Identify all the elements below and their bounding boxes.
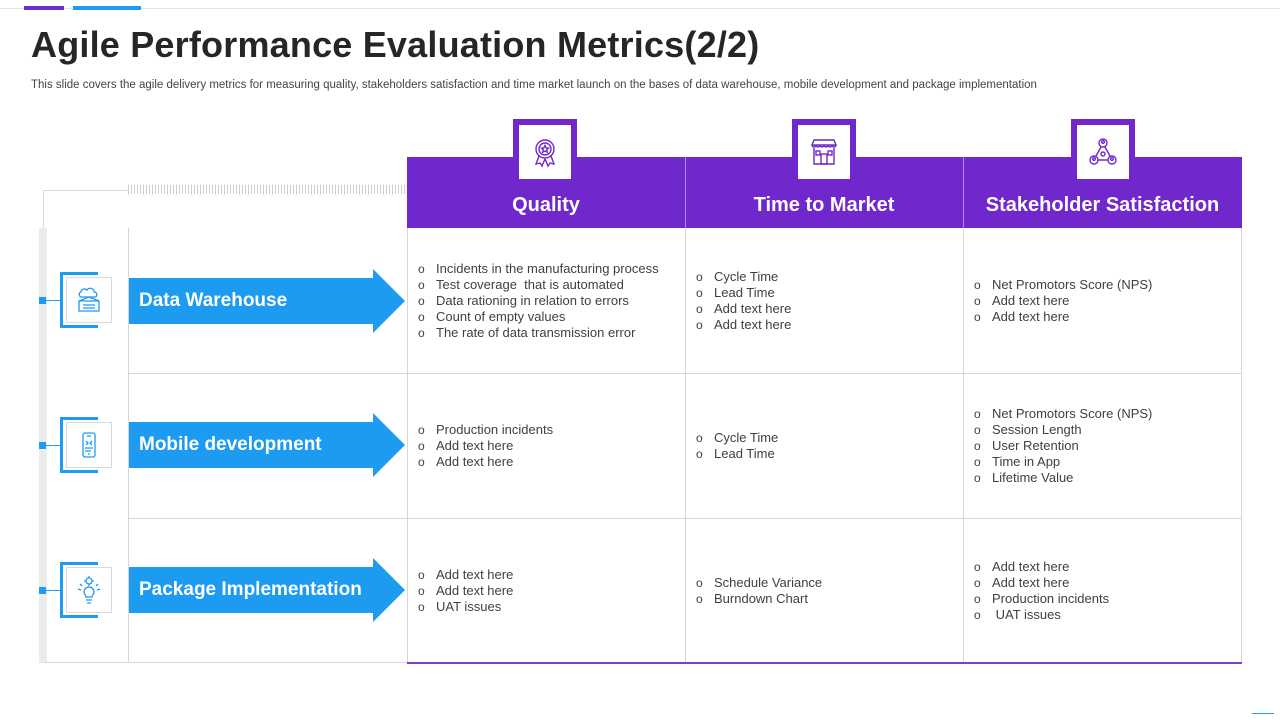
list-item: UAT issues bbox=[418, 599, 513, 615]
cell-data-warehouse-time-to-market: Cycle Time Lead Time Add text here Add t… bbox=[696, 229, 962, 373]
list-item: Test coverage that is automated bbox=[418, 277, 659, 293]
column-divider bbox=[685, 228, 686, 663]
left-bottom-divider bbox=[44, 662, 407, 663]
row-connector bbox=[46, 445, 60, 446]
list-item: User Retention bbox=[974, 438, 1152, 454]
mobile-phone-icon bbox=[82, 432, 96, 458]
list-item: Count of empty values bbox=[418, 309, 659, 325]
row-divider bbox=[128, 373, 1242, 374]
storefront-icon bbox=[810, 139, 838, 165]
list-item: Time in App bbox=[974, 454, 1152, 470]
bullet-list: Schedule Variance Burndown Chart bbox=[696, 575, 822, 607]
hatch-divider bbox=[128, 185, 407, 194]
header-divider bbox=[685, 157, 686, 228]
list-item: Burndown Chart bbox=[696, 591, 822, 607]
list-item: The rate of data transmission error bbox=[418, 325, 659, 341]
bullet-list: Add text here Add text here UAT issues bbox=[418, 567, 513, 615]
bullet-list: Net Promotors Score (NPS) Add text here … bbox=[974, 277, 1152, 325]
left-frame-left bbox=[43, 190, 44, 230]
metrics-table bbox=[407, 228, 1242, 663]
row-icon-frame bbox=[60, 417, 98, 473]
table-bottom-border bbox=[407, 662, 1242, 664]
list-item: Add text here bbox=[974, 575, 1109, 591]
bullet-list: Incidents in the manufacturing process T… bbox=[418, 261, 659, 341]
column-header-stakeholder-satisfaction: Stakeholder Satisfaction bbox=[985, 194, 1220, 216]
page-title: Agile Performance Evaluation Metrics(2/2… bbox=[31, 24, 760, 65]
lightbulb-gear-icon bbox=[77, 576, 101, 604]
page-subtitle: This slide covers the agile delivery met… bbox=[31, 79, 1037, 91]
cell-package-quality: Add text here Add text here UAT issues bbox=[418, 519, 684, 662]
list-item: Lifetime Value bbox=[974, 470, 1152, 486]
list-item: Incidents in the manufacturing process bbox=[418, 261, 659, 277]
bullet-list: Cycle Time Lead Time bbox=[696, 430, 778, 462]
cell-package-stakeholder: Add text here Add text here Production i… bbox=[974, 519, 1240, 662]
list-item: Data rationing in relation to errors bbox=[418, 293, 659, 309]
left-frame-top bbox=[43, 190, 128, 191]
column-header-quality: Quality bbox=[512, 194, 580, 216]
cell-mobile-time-to-market: Cycle Time Lead Time bbox=[696, 374, 962, 518]
list-item: Session Length bbox=[974, 422, 1152, 438]
quality-icon-box bbox=[513, 119, 577, 179]
row-divider bbox=[128, 518, 1242, 519]
row-icon-box bbox=[66, 422, 112, 468]
list-item: Production incidents bbox=[418, 422, 553, 438]
list-item: Add text here bbox=[696, 301, 791, 317]
row-icon-frame bbox=[60, 562, 98, 618]
stakeholder-icon-box bbox=[1071, 119, 1135, 179]
column-header-time-to-market: Time to Market bbox=[753, 194, 895, 216]
list-item: Add text here bbox=[418, 454, 553, 470]
list-item: Production incidents bbox=[974, 591, 1109, 607]
bullet-list: Cycle Time Lead Time Add text here Add t… bbox=[696, 269, 791, 333]
row-marker bbox=[39, 297, 46, 304]
accent-bar-purple bbox=[24, 6, 64, 10]
corner-accent bbox=[1252, 713, 1274, 714]
row-icon-box bbox=[66, 277, 112, 323]
row-label-package-implementation: Package Implementation bbox=[129, 558, 405, 622]
column-divider bbox=[963, 228, 964, 663]
list-item: Add text here bbox=[974, 293, 1152, 309]
top-divider bbox=[0, 8, 1280, 9]
row-icon-frame bbox=[60, 272, 98, 328]
row-connector bbox=[46, 590, 60, 591]
list-item: UAT issues bbox=[974, 607, 1109, 623]
list-item: Net Promotors Score (NPS) bbox=[974, 277, 1152, 293]
people-network-icon bbox=[1089, 138, 1117, 165]
list-item: Add text here bbox=[974, 309, 1152, 325]
list-item: Lead Time bbox=[696, 285, 791, 301]
cell-mobile-quality: Production incidents Add text here Add t… bbox=[418, 374, 684, 518]
list-item: Add text here bbox=[418, 583, 513, 599]
bullet-list: Production incidents Add text here Add t… bbox=[418, 422, 553, 470]
list-item: Add text here bbox=[974, 559, 1109, 575]
cell-package-time-to-market: Schedule Variance Burndown Chart bbox=[696, 519, 962, 662]
row-icon-box bbox=[66, 567, 112, 613]
row-marker bbox=[39, 442, 46, 449]
row-label-mobile-development: Mobile development bbox=[129, 413, 405, 477]
list-item: Lead Time bbox=[696, 446, 778, 462]
bullet-list: Net Promotors Score (NPS) Session Length… bbox=[974, 406, 1152, 486]
list-item: Cycle Time bbox=[696, 269, 791, 285]
row-connector bbox=[46, 300, 60, 301]
cell-data-warehouse-stakeholder: Net Promotors Score (NPS) Add text here … bbox=[974, 229, 1240, 373]
award-ribbon-icon bbox=[534, 139, 556, 168]
list-item: Schedule Variance bbox=[696, 575, 822, 591]
row-label-data-warehouse: Data Warehouse bbox=[129, 269, 405, 333]
bullet-list: Add text here Add text here Production i… bbox=[974, 559, 1109, 623]
list-item: Add text here bbox=[418, 567, 513, 583]
list-item: Cycle Time bbox=[696, 430, 778, 446]
time-to-market-icon-box bbox=[792, 119, 856, 179]
accent-bar-blue bbox=[73, 6, 141, 10]
row-marker bbox=[39, 587, 46, 594]
left-column-divider bbox=[128, 228, 129, 663]
list-item: Add text here bbox=[696, 317, 791, 333]
list-item: Net Promotors Score (NPS) bbox=[974, 406, 1152, 422]
cell-data-warehouse-quality: Incidents in the manufacturing process T… bbox=[418, 229, 684, 373]
list-item: Add text here bbox=[418, 438, 553, 454]
header-divider bbox=[963, 157, 964, 228]
data-warehouse-icon bbox=[78, 287, 100, 312]
cell-mobile-stakeholder: Net Promotors Score (NPS) Session Length… bbox=[974, 374, 1240, 518]
